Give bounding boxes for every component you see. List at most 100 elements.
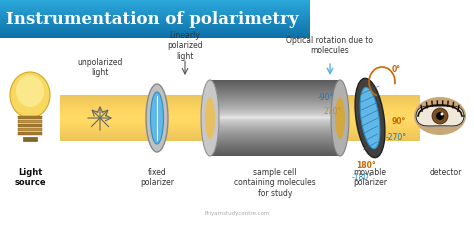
Bar [0, 18, 310, 19]
Bar [60, 102, 420, 103]
Bar [210, 110, 340, 111]
Bar [210, 155, 340, 156]
Bar [210, 86, 340, 87]
Bar [210, 146, 340, 147]
Bar [60, 125, 420, 126]
Bar [210, 96, 340, 97]
Bar [210, 147, 340, 148]
Bar [60, 122, 420, 123]
Text: 180°: 180° [356, 161, 375, 170]
Text: sample cell
containing molecules
for study: sample cell containing molecules for stu… [234, 168, 316, 198]
Bar [60, 136, 420, 137]
Ellipse shape [414, 97, 466, 135]
Bar [210, 136, 340, 137]
Bar [210, 106, 340, 107]
Text: -180°: -180° [352, 173, 373, 182]
Bar [60, 123, 420, 124]
Bar [210, 151, 340, 152]
Bar [210, 85, 340, 86]
Bar [60, 116, 420, 117]
Bar [210, 144, 340, 145]
Bar [0, 23, 310, 24]
Bar [210, 97, 340, 98]
Bar [0, 7, 310, 8]
Bar [60, 127, 420, 128]
Text: Light
source: Light source [14, 168, 46, 187]
Bar [210, 103, 340, 104]
Bar [0, 28, 310, 29]
Bar [210, 113, 340, 114]
Bar [0, 30, 310, 31]
Polygon shape [416, 106, 464, 126]
Bar [210, 102, 340, 103]
Bar [210, 88, 340, 89]
Bar [0, 4, 310, 5]
Bar [210, 104, 340, 105]
Bar [60, 128, 420, 129]
Bar [210, 130, 340, 131]
Text: Linearly
polarized
light: Linearly polarized light [167, 31, 203, 61]
Bar [210, 152, 340, 153]
Bar [60, 137, 420, 138]
Bar [60, 96, 420, 97]
Bar [60, 113, 420, 114]
Bar [210, 126, 340, 127]
Bar [0, 34, 310, 35]
Bar [210, 100, 340, 101]
Ellipse shape [146, 84, 168, 152]
Bar [0, 20, 310, 21]
Bar [210, 105, 340, 106]
Bar [60, 112, 420, 113]
Bar [210, 109, 340, 110]
Bar [0, 0, 310, 1]
Bar [210, 143, 340, 144]
Bar [60, 133, 420, 134]
Bar [60, 99, 420, 100]
Bar [60, 110, 420, 111]
Bar [0, 16, 310, 17]
Bar [210, 142, 340, 143]
Text: 90°: 90° [392, 117, 406, 126]
Bar [210, 141, 340, 142]
Bar [210, 148, 340, 149]
Bar [0, 19, 310, 20]
Bar [210, 82, 340, 83]
Text: Instrumentation of polarimetry: Instrumentation of polarimetry [6, 10, 299, 28]
Bar [210, 107, 340, 108]
Bar [210, 154, 340, 155]
Bar [210, 98, 340, 99]
Bar [0, 25, 310, 26]
Text: 270°: 270° [324, 107, 342, 116]
Bar [60, 117, 420, 118]
Text: Optical rotation due to
molecules: Optical rotation due to molecules [286, 36, 374, 55]
Bar [210, 124, 340, 125]
Bar [60, 106, 420, 107]
Bar [0, 21, 310, 22]
Bar [210, 117, 340, 118]
Bar [210, 145, 340, 146]
Bar [60, 132, 420, 133]
Bar [210, 89, 340, 90]
Bar [210, 87, 340, 88]
Bar [210, 125, 340, 126]
Ellipse shape [151, 92, 164, 144]
Bar [210, 139, 340, 140]
Ellipse shape [360, 87, 380, 149]
Circle shape [440, 113, 444, 115]
Bar [60, 140, 420, 141]
Bar [0, 12, 310, 13]
Bar [0, 10, 310, 11]
Ellipse shape [201, 80, 219, 156]
Bar [0, 15, 310, 16]
Bar [210, 91, 340, 92]
Bar [210, 81, 340, 82]
Bar [210, 131, 340, 132]
Ellipse shape [16, 75, 44, 107]
Bar [210, 115, 340, 116]
Bar [210, 149, 340, 150]
Text: movable
polarizer: movable polarizer [353, 168, 387, 187]
Bar [0, 13, 310, 14]
Bar [0, 17, 310, 18]
Bar [18, 120, 42, 123]
Bar [210, 121, 340, 122]
